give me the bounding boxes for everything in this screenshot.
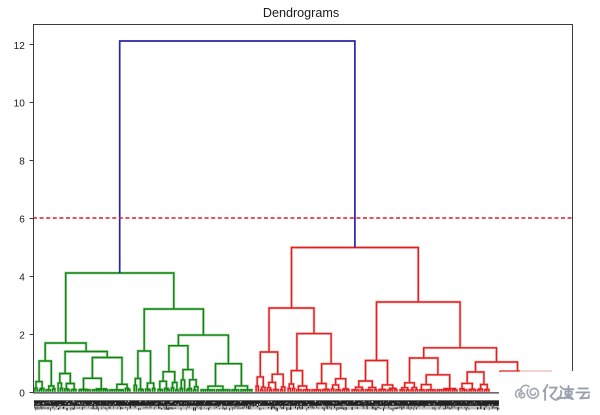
svg-text:4: 4	[19, 272, 25, 283]
svg-text:10: 10	[14, 98, 26, 109]
svg-text:Dendrograms: Dendrograms	[263, 6, 339, 20]
svg-text:2: 2	[19, 330, 25, 341]
svg-text:6: 6	[19, 214, 25, 225]
svg-text:0: 0	[19, 388, 25, 399]
svg-text:12: 12	[14, 41, 26, 52]
svg-text:8: 8	[19, 156, 25, 167]
